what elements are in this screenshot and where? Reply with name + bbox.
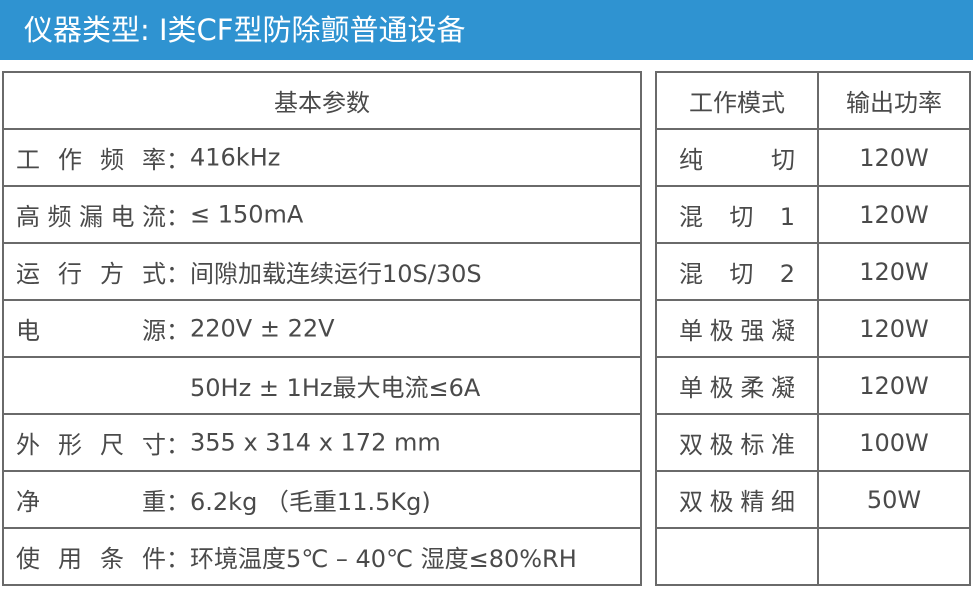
parameter-value: 环境温度5℃ – 40℃ 湿度≤80%RH: [190, 545, 577, 573]
parameter-row: 使用条件：环境温度5℃ – 40℃ 湿度≤80%RH: [2, 527, 642, 586]
mode-name: 纯 切: [679, 146, 795, 174]
parameter-label: 电源: [16, 317, 166, 345]
mode-row: 纯 切 120W: [655, 128, 971, 187]
parameter-row: 工作频率：416kHz: [2, 128, 642, 187]
parameter-cell: 工作频率：416kHz: [2, 128, 642, 187]
mode-row: 混 切 1 120W: [655, 185, 971, 244]
mode-name: 双极标准: [679, 431, 795, 459]
mode-cell: 双极精细: [655, 470, 819, 529]
work-mode-header: 工作模式: [655, 71, 819, 130]
mode-cell: 双极标准: [655, 413, 819, 472]
output-power-header: 输出功率: [817, 71, 971, 130]
mode-name: 单极柔凝: [679, 374, 795, 402]
mode-name: 单极强凝: [679, 317, 795, 345]
parameter-cell: 50Hz ± 1Hz最大电流≤6A: [2, 356, 642, 415]
colon: ：: [166, 260, 190, 288]
power-value: 120W: [817, 356, 971, 415]
parameter-value: 355 x 314 x 172 mm: [190, 428, 441, 457]
parameter-row: 外形尺寸：355 x 314 x 172 mm: [2, 413, 642, 472]
parameter-value: 间隙加载连续运行10S/30S: [190, 260, 482, 288]
parameter-label: 运行方式: [16, 260, 166, 288]
parameter-label: 外形尺寸: [16, 431, 166, 459]
parameter-value: 6.2kg （毛重11.5Kg): [190, 488, 431, 516]
colon: ：: [166, 431, 190, 459]
power-value: 120W: [817, 242, 971, 301]
basic-parameters-table: 基本参数 工作频率：416kHz 高频漏电流：≤ 150mA 运行方式：间隙加载连续…: [2, 71, 642, 586]
parameter-label: 高频漏电流: [16, 203, 166, 231]
parameter-cell: 使用条件：环境温度5℃ – 40℃ 湿度≤80%RH: [2, 527, 642, 586]
parameter-label: 使用条件: [16, 545, 166, 573]
power-value: 50W: [817, 470, 971, 529]
colon: ：: [166, 488, 190, 516]
parameter-cell: 净重：6.2kg （毛重11.5Kg): [2, 470, 642, 529]
mode-row: 单极强凝 120W: [655, 299, 971, 358]
parameter-value: 220V ± 22V: [190, 314, 335, 343]
mode-cell: [655, 527, 819, 586]
device-type-title: 仪器类型: I类CF型防除颤普通设备: [0, 0, 973, 60]
colon: ：: [166, 317, 190, 345]
parameter-row: 净重：6.2kg （毛重11.5Kg): [2, 470, 642, 529]
parameter-row: 高频漏电流：≤ 150mA: [2, 185, 642, 244]
mode-row: 双极标准 100W: [655, 413, 971, 472]
parameter-label: 净重: [16, 488, 166, 516]
parameter-cell: 电源：220V ± 22V: [2, 299, 642, 358]
power-value: 120W: [817, 128, 971, 187]
mode-cell: 单极柔凝: [655, 356, 819, 415]
colon: ：: [166, 146, 190, 174]
power-value: 100W: [817, 413, 971, 472]
parameter-row: 运行方式：间隙加载连续运行10S/30S: [2, 242, 642, 301]
mode-name: 混 切 2: [679, 260, 795, 288]
parameter-cell: 高频漏电流：≤ 150mA: [2, 185, 642, 244]
mode-cell: 单极强凝: [655, 299, 819, 358]
mode-cell: 混 切 2: [655, 242, 819, 301]
parameter-value: 50Hz ± 1Hz最大电流≤6A: [190, 374, 481, 402]
mode-name: 双极精细: [679, 488, 795, 516]
mode-cell: 纯 切: [655, 128, 819, 187]
parameter-value: ≤ 150mA: [190, 200, 304, 229]
mode-row: [655, 527, 971, 586]
mode-cell: 混 切 1: [655, 185, 819, 244]
parameter-cell: 外形尺寸：355 x 314 x 172 mm: [2, 413, 642, 472]
work-mode-table: 工作模式 输出功率 纯 切 120W 混 切 1 120W 混 切 2 120W 单极强凝 1…: [655, 71, 971, 586]
parameter-cell: 运行方式：间隙加载连续运行10S/30S: [2, 242, 642, 301]
mode-row: 单极柔凝 120W: [655, 356, 971, 415]
parameter-value: 416kHz: [190, 143, 281, 172]
basic-parameters-header: 基本参数: [2, 71, 642, 130]
parameter-row: 电源：220V ± 22V: [2, 299, 642, 358]
power-value: 120W: [817, 299, 971, 358]
mode-row: 双极精细 50W: [655, 470, 971, 529]
parameter-label: 工作频率: [16, 146, 166, 174]
power-value: 120W: [817, 185, 971, 244]
colon: ：: [166, 203, 190, 231]
colon: ：: [166, 545, 190, 573]
mode-name: 混 切 1: [679, 203, 795, 231]
power-value: [817, 527, 971, 586]
parameter-row: 50Hz ± 1Hz最大电流≤6A: [2, 356, 642, 415]
mode-row: 混 切 2 120W: [655, 242, 971, 301]
